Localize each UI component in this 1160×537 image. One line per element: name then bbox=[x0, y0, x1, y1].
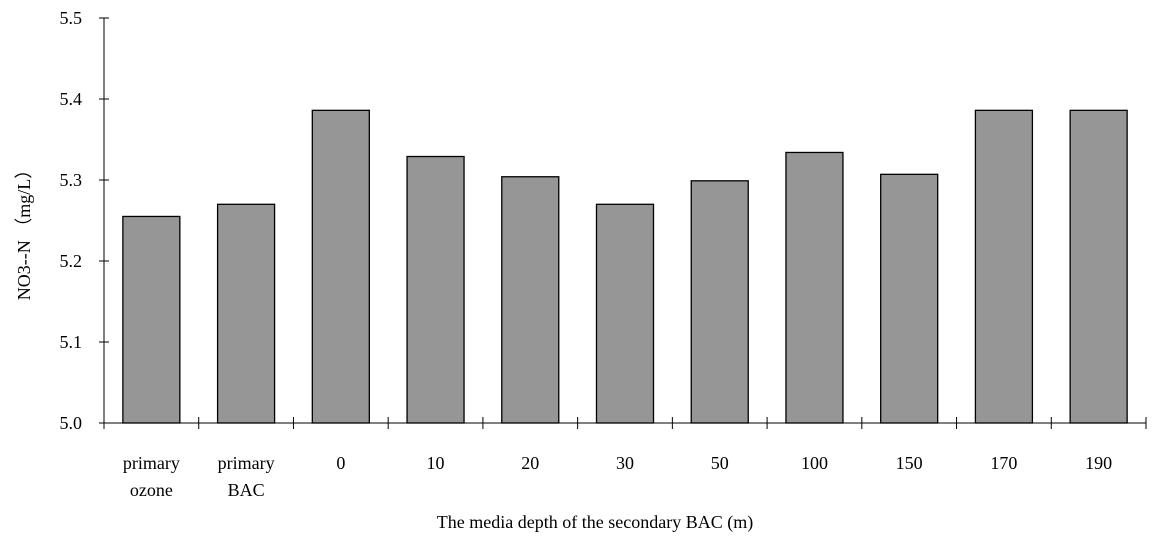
y-tick-label: 5.3 bbox=[60, 170, 83, 190]
bars bbox=[122, 109, 1128, 424]
y-tick-label: 5.5 bbox=[60, 8, 83, 28]
bar bbox=[311, 109, 370, 424]
x-category-label: 170 bbox=[990, 453, 1017, 473]
bar bbox=[880, 173, 939, 424]
bar bbox=[1069, 109, 1128, 424]
bar bbox=[216, 203, 276, 424]
x-ticks bbox=[103, 417, 1147, 429]
x-category-label: ozone bbox=[130, 480, 173, 500]
x-category-label: 30 bbox=[616, 453, 634, 473]
x-category-label: 0 bbox=[336, 453, 345, 473]
bar bbox=[122, 215, 181, 424]
x-category-label: 10 bbox=[427, 453, 445, 473]
bar bbox=[501, 176, 560, 424]
y-tick-label: 5.0 bbox=[60, 413, 83, 433]
y-tick-label: 5.1 bbox=[60, 332, 83, 352]
bar bbox=[785, 151, 844, 424]
x-category-label: primary bbox=[123, 453, 180, 473]
bar bbox=[595, 203, 655, 424]
x-axis-title: The media depth of the secondary BAC (m) bbox=[437, 512, 753, 533]
x-category-label: 190 bbox=[1085, 453, 1112, 473]
x-category-label: 20 bbox=[521, 453, 539, 473]
bar bbox=[690, 180, 749, 424]
category-labels: primary ozone primary BAC 0 10 20 30 50 100 150 170… bbox=[123, 453, 1112, 500]
y-tick-label: 5.2 bbox=[60, 251, 83, 271]
bar bbox=[974, 109, 1034, 424]
x-category-label: 100 bbox=[801, 453, 828, 473]
bar bbox=[406, 155, 465, 424]
x-category-label: 150 bbox=[896, 453, 923, 473]
x-category-label: BAC bbox=[228, 480, 265, 500]
y-ticks: 5.0 5.1 5.2 5.3 5.4 5.5 bbox=[60, 8, 109, 433]
y-axis-title: NO3--N （mg/L） bbox=[14, 161, 34, 300]
x-category-label: primary bbox=[218, 453, 275, 473]
y-tick-label: 5.4 bbox=[60, 89, 83, 109]
x-category-label: 50 bbox=[711, 453, 729, 473]
axes bbox=[103, 18, 1146, 424]
